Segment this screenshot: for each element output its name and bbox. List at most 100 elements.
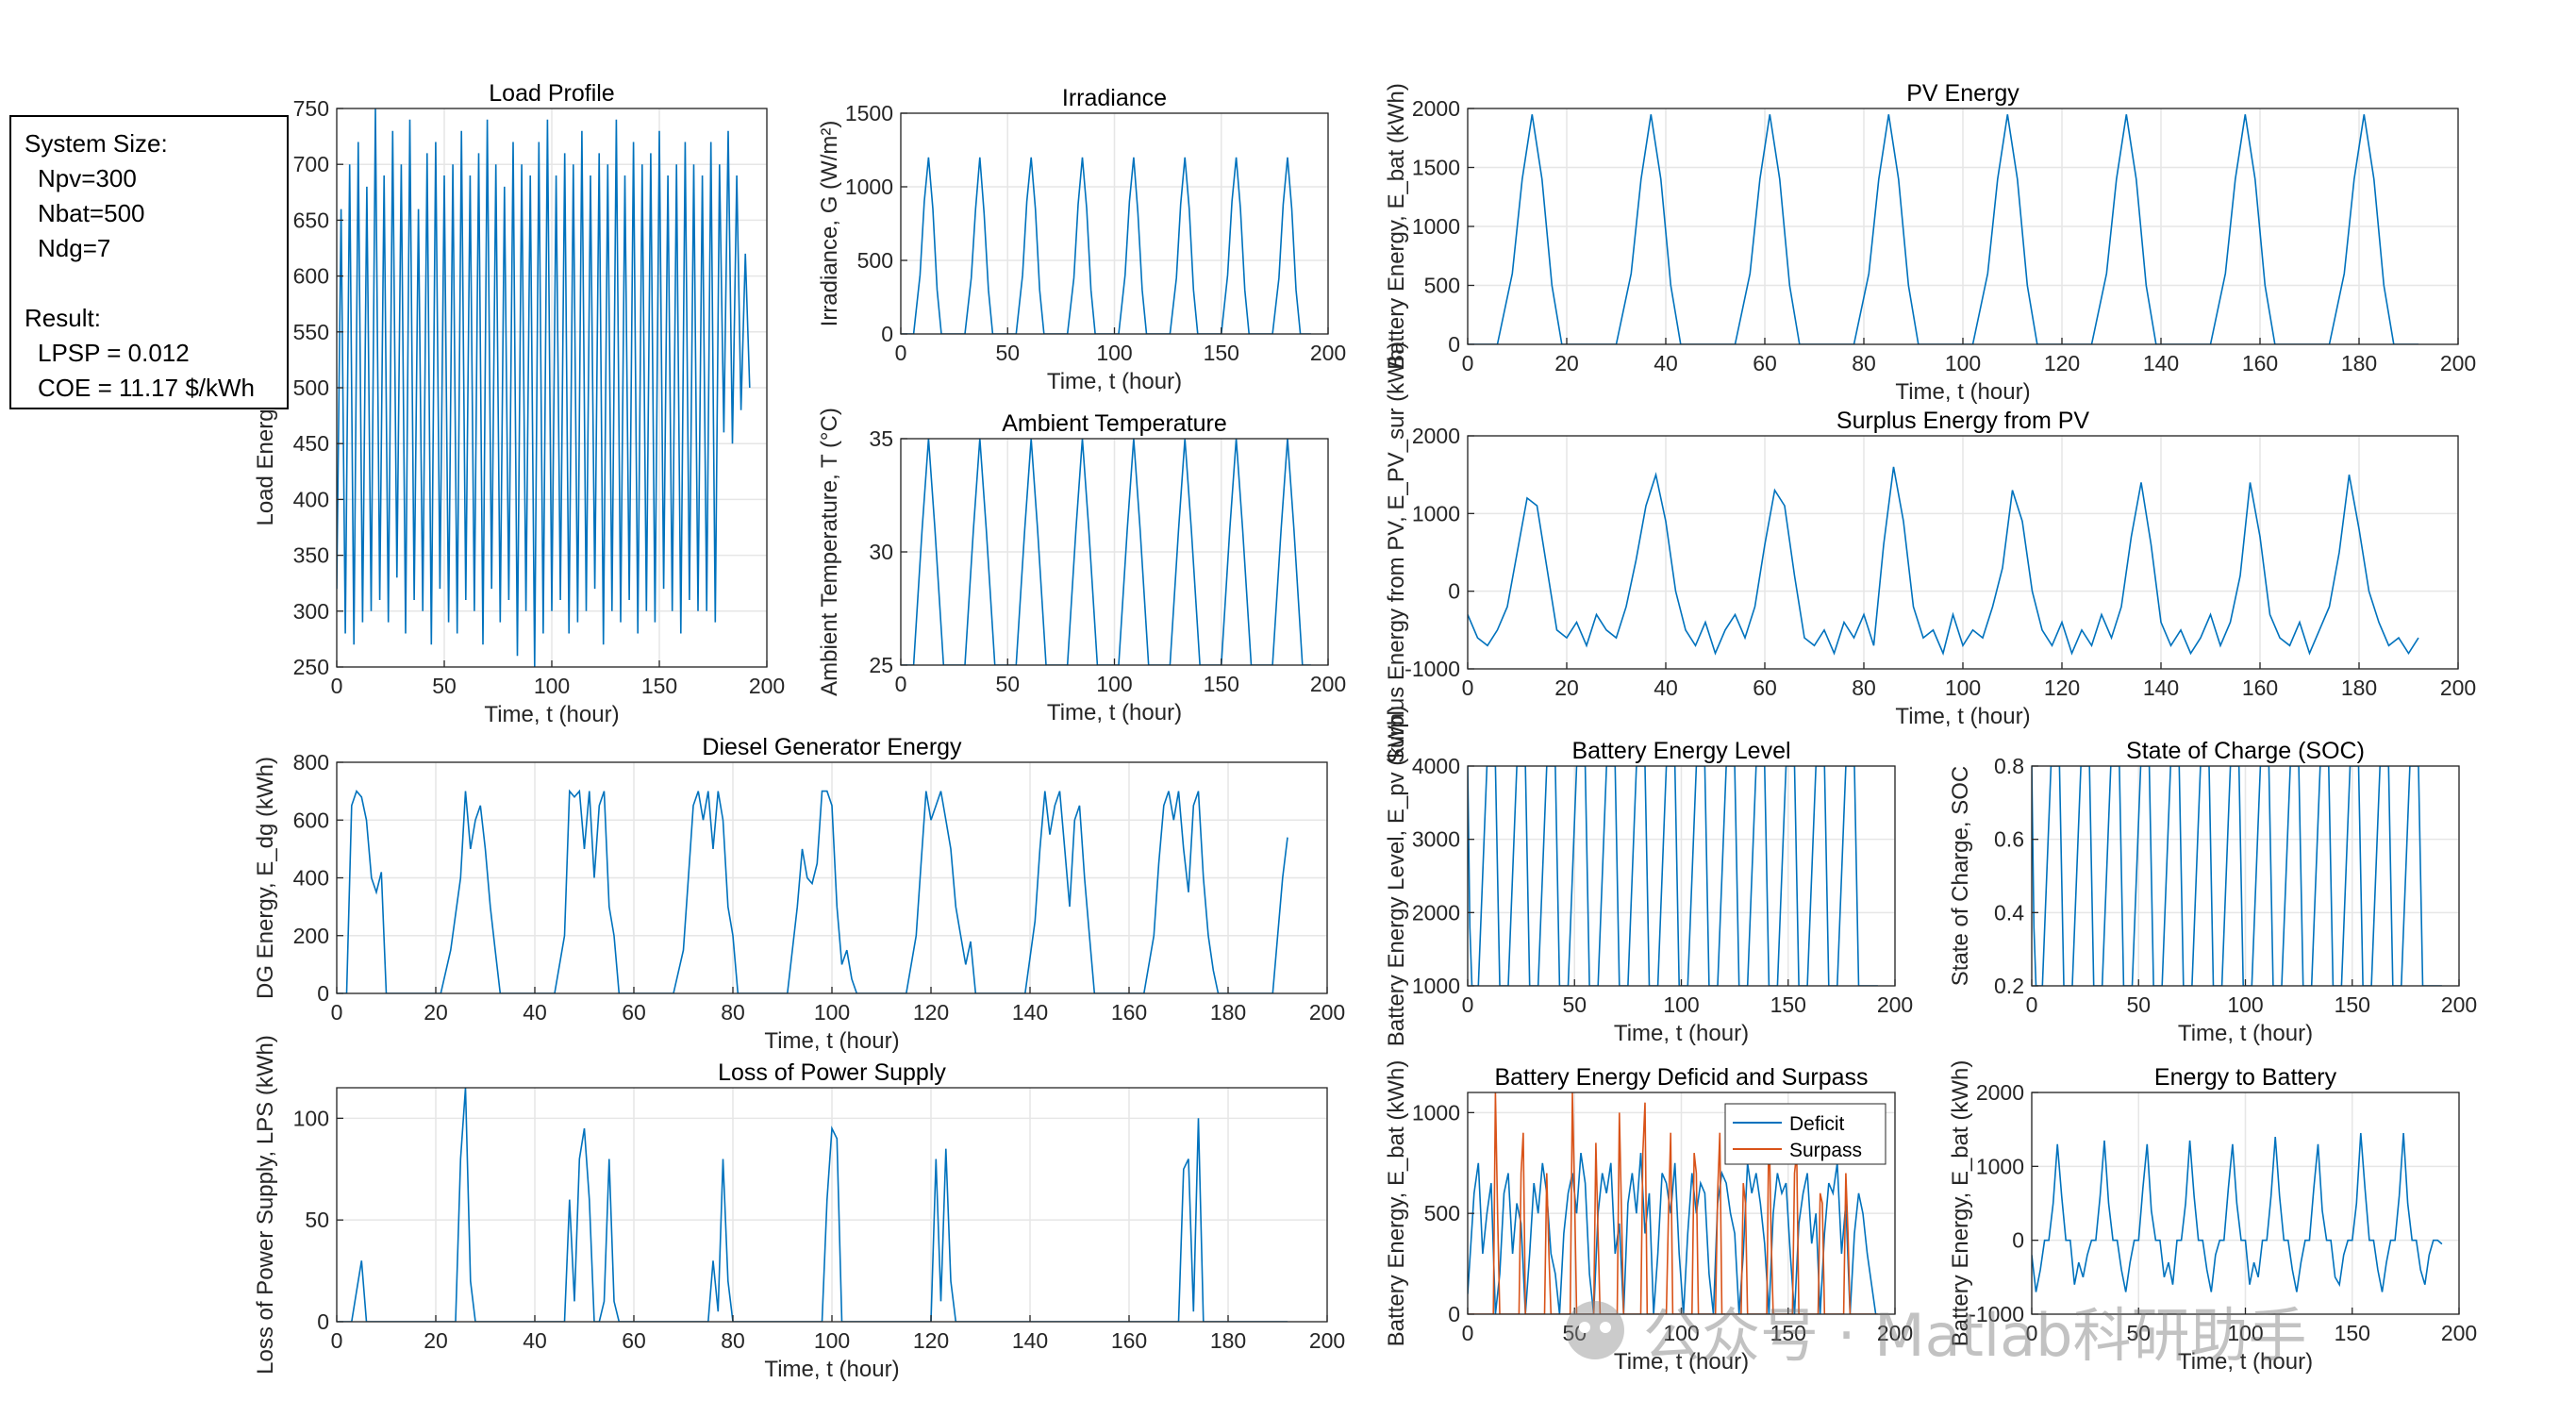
tick-label-x: 60 <box>622 1328 646 1353</box>
tick-label-y: 400 <box>293 487 329 511</box>
tick-label-y: 1000 <box>1412 214 1460 239</box>
tick-label-x: 150 <box>2335 992 2370 1017</box>
tick-label-x: 40 <box>523 1328 547 1353</box>
tick-label-x: 160 <box>2242 351 2278 375</box>
tick-label-x: 140 <box>1012 1328 1048 1353</box>
tick-label-y: 35 <box>869 426 893 451</box>
tick-label-x: 150 <box>1770 992 1806 1017</box>
legend-label-surpass: Surpass <box>1789 1140 1862 1161</box>
tick-label-y: 2000 <box>1976 1080 2024 1105</box>
x-axis-label: Time, t (hour) <box>1047 369 1182 394</box>
chart-pv: 0 20 40 60 80 100 120 140 160 180 2000500100015002… <box>1384 80 2476 405</box>
chart-title: State of Charge (SOC) <box>2126 738 2365 764</box>
tick-label-x: 160 <box>1111 1000 1147 1025</box>
x-axis-label: Time, t (hour) <box>1895 379 2030 405</box>
tick-label-y: 1000 <box>1412 501 1460 525</box>
lpsp-value: LPSP = 0.012 <box>38 339 190 367</box>
tick-label-x: 80 <box>1852 675 1876 700</box>
tick-label-y: 300 <box>293 599 329 624</box>
legend: Deficit Surpass <box>1724 1103 1886 1165</box>
y-axis-label: Battery Energy Level, E_pv (kWh) <box>1384 706 1409 1046</box>
tick-label-x: 120 <box>913 1328 949 1353</box>
tick-label-x: 0 <box>2026 1321 2038 1345</box>
legend-label-deficit: Deficit <box>1789 1113 1845 1135</box>
tick-label-x: 200 <box>749 674 785 698</box>
tick-label-x: 50 <box>432 674 457 698</box>
tick-label-x: 40 <box>523 1000 547 1025</box>
tick-label-x: 100 <box>814 1328 850 1353</box>
tick-label-y: 650 <box>293 208 329 232</box>
chart-load: 0 50 100 150 200 250 300 350 400 450 500 550 600 650 7… <box>253 80 785 727</box>
tick-label-x: 200 <box>1310 341 1346 365</box>
tick-label-y: 4000 <box>1412 754 1460 778</box>
tick-label-x: 20 <box>1554 351 1579 375</box>
tick-label-x: 80 <box>1852 351 1876 375</box>
series-line-0 <box>1468 114 2418 344</box>
nbat-value: Nbat=500 <box>38 199 145 227</box>
tick-label-x: 140 <box>1012 1000 1048 1025</box>
tick-label-x: 140 <box>2143 675 2179 700</box>
tick-label-x: 200 <box>2440 675 2476 700</box>
tick-label-x: 50 <box>995 341 1020 365</box>
tick-label-x: 60 <box>622 1000 646 1025</box>
y-axis-label: State of Charge, SOC <box>1948 766 1973 986</box>
chart-title: Surplus Energy from PV <box>1836 408 2089 434</box>
tick-label-y: 350 <box>293 543 329 568</box>
chart-dg: 0 20 40 60 80 100 120 140 160 180 200 0 200 400 600 800… <box>253 734 1345 1054</box>
ndg-value: Ndg=7 <box>38 234 111 262</box>
result-heading: Result: <box>25 304 101 332</box>
series-line-0 <box>1468 766 1878 986</box>
tick-label-x: 150 <box>2335 1321 2370 1345</box>
tick-label-x: 50 <box>995 672 1020 696</box>
tick-label-y: 400 <box>293 866 329 891</box>
x-axis-label: Time, t (hour) <box>2178 1349 2313 1375</box>
tick-label-y: 500 <box>293 375 329 400</box>
tick-label-y: 0 <box>1448 579 1460 604</box>
tick-label-y: 0 <box>881 322 893 346</box>
tick-label-x: 100 <box>534 674 570 698</box>
tick-label-x: 100 <box>1096 672 1132 696</box>
tick-label-y: 25 <box>869 653 893 677</box>
tick-label-y: 450 <box>293 431 329 456</box>
tick-label-x: 40 <box>1654 351 1678 375</box>
series-line-0 <box>1468 466 2419 656</box>
y-axis-label: Irradiance, G (W/m²) <box>817 121 842 327</box>
tick-label-x: 0 <box>1462 351 1474 375</box>
x-axis-label: Time, t (hour) <box>1895 704 2030 729</box>
y-axis-label: Battery Energy, E_bat (kWh) <box>1384 1060 1409 1347</box>
tick-label-y: 1000 <box>845 175 893 199</box>
chart-title: Battery Energy Deficid and Surpass <box>1494 1064 1868 1091</box>
tick-label-x: 20 <box>424 1328 448 1353</box>
tick-label-x: 150 <box>1204 672 1239 696</box>
series-line-0 <box>901 157 1311 334</box>
tick-label-y: 200 <box>293 924 329 948</box>
tick-label-x: 0 <box>1462 1321 1474 1345</box>
tick-label-x: 0 <box>1462 675 1474 700</box>
tick-label-x: 20 <box>424 1000 448 1025</box>
y-axis-label: Battery Energy, E_bat (kWh) <box>1384 83 1409 370</box>
tick-label-y: 0 <box>1448 332 1460 357</box>
tick-label-x: 100 <box>1945 351 1981 375</box>
tick-label-x: 160 <box>2242 675 2278 700</box>
watermark-text: 公众号 · Matlab科研助手 <box>1643 1301 2307 1370</box>
tick-label-y: 700 <box>293 152 329 176</box>
x-axis-label: Time, t (hour) <box>1047 700 1182 725</box>
tick-label-y: 0 <box>317 981 329 1006</box>
chart-title: Ambient Temperature <box>1002 410 1227 437</box>
tick-label-x: 100 <box>1945 675 1981 700</box>
npv-value: Npv=300 <box>38 164 137 192</box>
tick-label-x: 120 <box>913 1000 949 1025</box>
tick-label-x: 150 <box>1204 341 1239 365</box>
tick-label-y: 100 <box>293 1106 329 1130</box>
tick-label-x: 0 <box>895 672 907 696</box>
chart-title: Load Profile <box>489 80 614 107</box>
chart-irr: 0 50 100 150 200 0 500 1000 1500 Irradiance Time, … <box>817 85 1346 394</box>
tick-label-y: 1000 <box>1412 974 1460 998</box>
tick-label-x: 180 <box>2341 675 2377 700</box>
chart-soc: 0 50 100 150 200 0.2 0.4 0.6 0.8 State of Charge … <box>1948 738 2477 1046</box>
chart-title: Loss of Power Supply <box>718 1059 946 1086</box>
tick-label-y: 0 <box>1448 1302 1460 1326</box>
tick-label-y: 800 <box>293 750 329 775</box>
